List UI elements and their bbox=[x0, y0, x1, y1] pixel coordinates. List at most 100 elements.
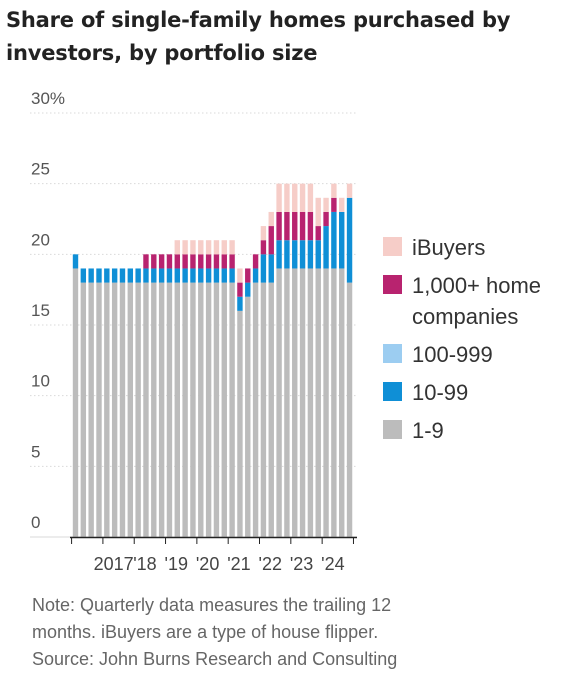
legend-swatch bbox=[383, 420, 402, 439]
x-tick-label: '18 bbox=[133, 554, 156, 574]
y-tick-label: 15 bbox=[31, 301, 50, 320]
bar-segment-1-9 bbox=[80, 282, 87, 537]
bar-segment-10-99 bbox=[198, 268, 204, 283]
bar-segment-1-9 bbox=[292, 268, 298, 537]
legend-label: 100-999 bbox=[412, 342, 493, 367]
legend-label: 1-9 bbox=[412, 418, 444, 443]
bar-segment-1-9 bbox=[190, 282, 196, 537]
bar-segment-1-000-home-companies bbox=[268, 226, 274, 255]
bar-segment-1-000-home-companies bbox=[299, 211, 306, 241]
bar-segment-1-000-home-companies bbox=[213, 254, 220, 269]
bar-segment-1-9 bbox=[260, 282, 267, 537]
bar-segment-ibuyers bbox=[260, 226, 267, 241]
bar-segment-1-9 bbox=[72, 268, 79, 537]
bar-segment-10-99 bbox=[119, 268, 126, 283]
bar-segment-1-9 bbox=[252, 282, 259, 537]
bar-segment-1-000-home-companies bbox=[198, 254, 204, 269]
x-tick-label: '21 bbox=[227, 554, 250, 574]
bar-segment-ibuyers bbox=[237, 268, 243, 283]
bar-segment-1-000-home-companies bbox=[276, 211, 282, 241]
y-tick-label: 20 bbox=[31, 230, 50, 249]
bar-segment-1-000-home-companies bbox=[190, 254, 196, 269]
bar-segment-1-9 bbox=[104, 282, 110, 537]
bar-segment-ibuyers bbox=[315, 197, 321, 227]
x-tick-label: '19 bbox=[165, 554, 188, 574]
bar-segment-1-000-home-companies bbox=[182, 254, 188, 269]
bar-segment-1-9 bbox=[339, 268, 345, 537]
bar-segment-ibuyers bbox=[276, 183, 282, 212]
bar-segment-1-9 bbox=[245, 296, 251, 537]
legend-item: 100-999 bbox=[383, 339, 558, 370]
bar-segment-1-9 bbox=[143, 282, 149, 537]
x-tick-label: 2017 bbox=[94, 554, 134, 574]
bar-segment-1-9 bbox=[268, 282, 274, 537]
bar-segment-ibuyers bbox=[268, 211, 274, 227]
bar-segment-1-000-home-companies bbox=[284, 211, 290, 241]
bar-segment-1-000-home-companies bbox=[174, 254, 180, 269]
note-line-1: Note: Quarterly data measures the traili… bbox=[32, 595, 392, 615]
bar-segment-ibuyers bbox=[323, 197, 329, 212]
bar-segment-10-99 bbox=[213, 268, 220, 283]
bar-segment-ibuyers bbox=[284, 183, 290, 212]
bar-segment-10-99 bbox=[135, 268, 141, 283]
bar-segment-10-99 bbox=[151, 268, 157, 283]
chart-note: Note: Quarterly data measures the traili… bbox=[32, 592, 532, 673]
y-tick-label: 5 bbox=[31, 442, 40, 461]
bar-segment-1-9 bbox=[158, 282, 165, 537]
bar-segment-10-99 bbox=[127, 268, 134, 283]
bar-segment-1-9 bbox=[111, 282, 118, 537]
bar-segment-1-000-home-companies bbox=[229, 254, 235, 269]
legend-swatch bbox=[383, 382, 402, 401]
bar-segment-1-9 bbox=[346, 282, 353, 537]
bar-segment-1-000-home-companies bbox=[237, 282, 243, 297]
bar-segment-ibuyers bbox=[190, 240, 196, 255]
bar-segment-1-9 bbox=[151, 282, 157, 537]
bars bbox=[72, 183, 353, 537]
x-tick-label: '22 bbox=[259, 554, 282, 574]
bar-segment-1-9 bbox=[307, 268, 314, 537]
bar-segment-10-99 bbox=[331, 211, 337, 269]
bar-segment-10-99 bbox=[260, 254, 267, 283]
bar-segment-1-000-home-companies bbox=[252, 254, 259, 269]
x-axis: 2017'18 '19 '20 '21 '22 '23 '24 bbox=[70, 536, 357, 574]
bar-segment-1-9 bbox=[96, 282, 102, 537]
bar-segment-ibuyers bbox=[174, 240, 180, 255]
y-tick-label: 10 bbox=[31, 372, 50, 391]
bar-segment-1-9 bbox=[299, 268, 306, 537]
bar-segment-ibuyers bbox=[221, 240, 227, 255]
legend-label: 1,000+ home companies bbox=[412, 273, 542, 329]
bar-segment-ibuyers bbox=[339, 197, 345, 212]
bar-segment-ibuyers bbox=[292, 183, 298, 212]
bar-segment-10-99 bbox=[205, 268, 212, 283]
bar-segment-ibuyers bbox=[198, 240, 204, 255]
bar-segment-1-9 bbox=[88, 282, 94, 537]
legend-swatch bbox=[383, 344, 402, 363]
bar-segment-10-99 bbox=[237, 296, 243, 311]
stacked-bar-chart: 0 5 10 15 20 25 30% 2017'18 '19 '20 '21 '22 '23 '24 bbox=[30, 89, 357, 574]
bar-segment-ibuyers bbox=[205, 240, 212, 255]
bar-segment-1-000-home-companies bbox=[292, 211, 298, 241]
y-tick-label: 0 bbox=[31, 513, 40, 532]
bar-segment-1-9 bbox=[198, 282, 204, 537]
bar-segment-1-000-home-companies bbox=[331, 197, 337, 212]
bar-segment-10-99 bbox=[143, 268, 149, 283]
bar-segment-10-99 bbox=[315, 240, 321, 269]
chart-title: Share of single-family homes purchased b… bbox=[6, 8, 511, 65]
bar-segment-1-000-home-companies bbox=[205, 254, 212, 269]
x-tick-label: '24 bbox=[321, 554, 344, 574]
bar-segment-10-99 bbox=[292, 240, 298, 269]
bar-segment-1-000-home-companies bbox=[166, 254, 173, 269]
y-tick-label: 25 bbox=[31, 160, 50, 179]
bar-segment-10-99 bbox=[190, 268, 196, 283]
bar-segment-ibuyers bbox=[331, 183, 337, 198]
bar-segment-10-99 bbox=[88, 268, 94, 283]
bar-segment-1-9 bbox=[229, 282, 235, 537]
bar-segment-10-99 bbox=[182, 268, 188, 283]
bar-segment-1-000-home-companies bbox=[323, 211, 329, 227]
bar-segment-1-000-home-companies bbox=[158, 254, 165, 269]
bar-segment-1-9 bbox=[119, 282, 126, 537]
legend-item: 1,000+ home companies bbox=[383, 270, 558, 332]
bar-segment-10-99 bbox=[245, 282, 251, 297]
legend-item: 1-9 bbox=[383, 415, 558, 446]
bar-segment-10-99 bbox=[72, 254, 79, 269]
